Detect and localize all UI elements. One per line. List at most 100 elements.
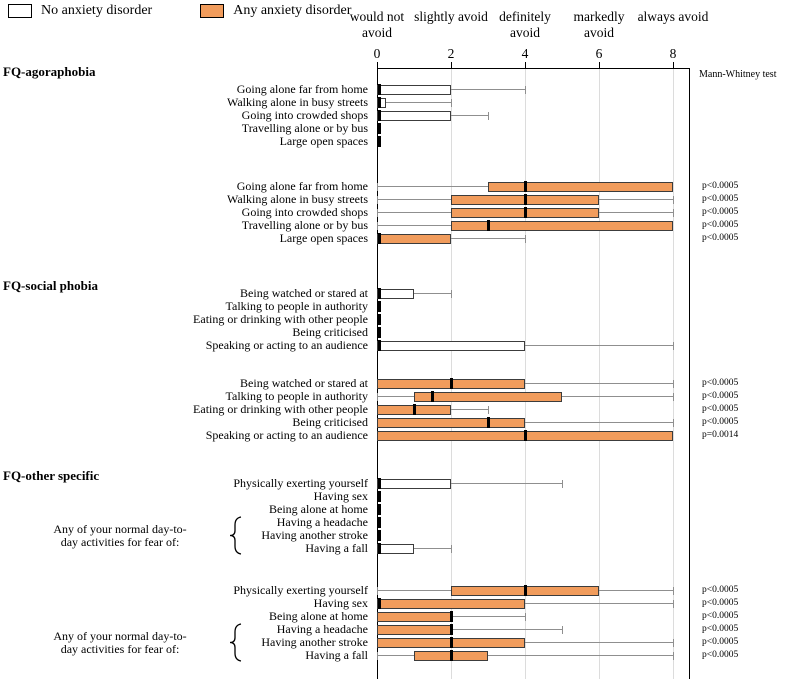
whisker — [377, 212, 451, 213]
whisker-cap — [673, 379, 674, 388]
row-label: Having sex — [313, 489, 368, 503]
median-line — [449, 637, 453, 648]
median-line — [377, 123, 381, 134]
gridline — [525, 68, 526, 679]
whisker — [414, 548, 451, 549]
whisker — [488, 655, 673, 656]
whisker-cap — [451, 544, 452, 553]
box — [451, 220, 673, 231]
axis-tick-mark — [599, 62, 600, 68]
row-label: Being watched or stared at — [240, 286, 368, 300]
axis-category-slightly-avoid: slightly avoid — [414, 9, 488, 24]
median-line — [377, 110, 381, 121]
p-value: p<0.0005 — [702, 404, 739, 414]
p-value: p=0.0014 — [702, 430, 739, 440]
whisker — [525, 383, 673, 384]
box — [488, 181, 673, 192]
median-line — [449, 650, 453, 661]
whisker — [377, 655, 414, 656]
row-label: Having a headache — [276, 622, 368, 636]
bracket-label-line: Any of your normal day-to- — [53, 628, 187, 643]
median-line — [377, 97, 381, 108]
legend: No anxiety disorder Any anxiety disorder — [8, 3, 399, 19]
median-line — [449, 624, 453, 635]
whisker — [451, 89, 525, 90]
whisker-cap — [377, 182, 378, 191]
row-label: Being watched or stared at — [240, 376, 368, 390]
whisker-cap — [673, 651, 674, 660]
axis-tick-mark — [377, 62, 378, 68]
whisker-cap — [525, 85, 526, 94]
median-line — [377, 517, 381, 528]
axis-line-left — [377, 68, 378, 679]
row-label: Being criticised — [292, 415, 368, 429]
whisker — [377, 225, 451, 226]
p-value: p<0.0005 — [702, 598, 739, 608]
axis-line-top — [377, 68, 690, 69]
whisker-cap — [673, 341, 674, 350]
row-label: Having a fall — [305, 541, 368, 555]
box — [377, 417, 525, 428]
gridline — [599, 68, 600, 679]
row-label: Going into crowded shops — [241, 108, 368, 122]
p-value: p<0.0005 — [702, 624, 739, 634]
row-label: Having another stroke — [261, 635, 368, 649]
whisker — [599, 590, 673, 591]
p-value: p<0.0005 — [702, 611, 739, 621]
row-label: Physically exerting yourself — [233, 583, 368, 597]
whisker — [525, 422, 673, 423]
box — [377, 233, 451, 244]
legend-label-any-anxiety: Any anxiety disorder — [233, 3, 352, 18]
median-line — [377, 504, 381, 515]
median-line — [377, 84, 381, 95]
axis-tick-label-4: 4 — [521, 46, 529, 61]
bracket-label-line: day activities for fear of: — [60, 641, 180, 656]
p-value: p<0.0005 — [702, 181, 739, 191]
box — [377, 598, 525, 609]
whisker-cap — [377, 195, 378, 204]
median-line — [449, 378, 453, 389]
axis-category-markedly-avoid: markedly avoid — [573, 9, 625, 40]
whisker — [451, 238, 525, 239]
gridline — [673, 68, 674, 679]
p-value: p<0.0005 — [702, 650, 739, 660]
row-label: Travelling alone or by bus — [241, 218, 368, 232]
bracket-label-line: day activities for fear of: — [60, 534, 180, 549]
whisker — [377, 396, 414, 397]
row-label: Travelling alone or by bus — [241, 121, 368, 135]
whisker — [377, 199, 451, 200]
median-line — [523, 430, 527, 441]
row-label: Speaking or acting to an audience — [205, 428, 368, 442]
median-line — [412, 404, 416, 415]
whisker-cap — [377, 586, 378, 595]
box — [377, 340, 525, 351]
p-value: p<0.0005 — [702, 417, 739, 427]
whisker-cap — [673, 392, 674, 401]
stats-column-label: Mann-Whitney test — [699, 69, 777, 80]
whisker — [562, 396, 673, 397]
section-title-agoraphobia: FQ-agoraphobia — [3, 64, 96, 79]
whisker — [451, 616, 525, 617]
row-label: Talking to people in authority — [225, 389, 368, 403]
median-line — [486, 417, 490, 428]
whisker-cap — [525, 612, 526, 621]
median-line — [431, 391, 434, 402]
axis-tick-label-8: 8 — [669, 46, 677, 61]
median-line — [449, 611, 453, 622]
median-line — [377, 491, 381, 502]
median-line — [377, 340, 381, 351]
whisker-cap — [488, 405, 489, 414]
whisker — [377, 186, 488, 187]
p-value: p<0.0005 — [702, 233, 739, 243]
row-label: Going into crowded shops — [241, 205, 368, 219]
row-label: Being alone at home — [269, 502, 368, 516]
median-line — [523, 585, 527, 596]
row-label: Eating or drinking with other people — [193, 312, 368, 326]
box — [377, 624, 451, 635]
whisker-cap — [451, 98, 452, 107]
axis-tick-mark — [451, 62, 452, 68]
whisker-cap — [377, 208, 378, 217]
whisker-cap — [673, 586, 674, 595]
median-line — [377, 301, 381, 312]
whisker — [599, 199, 673, 200]
